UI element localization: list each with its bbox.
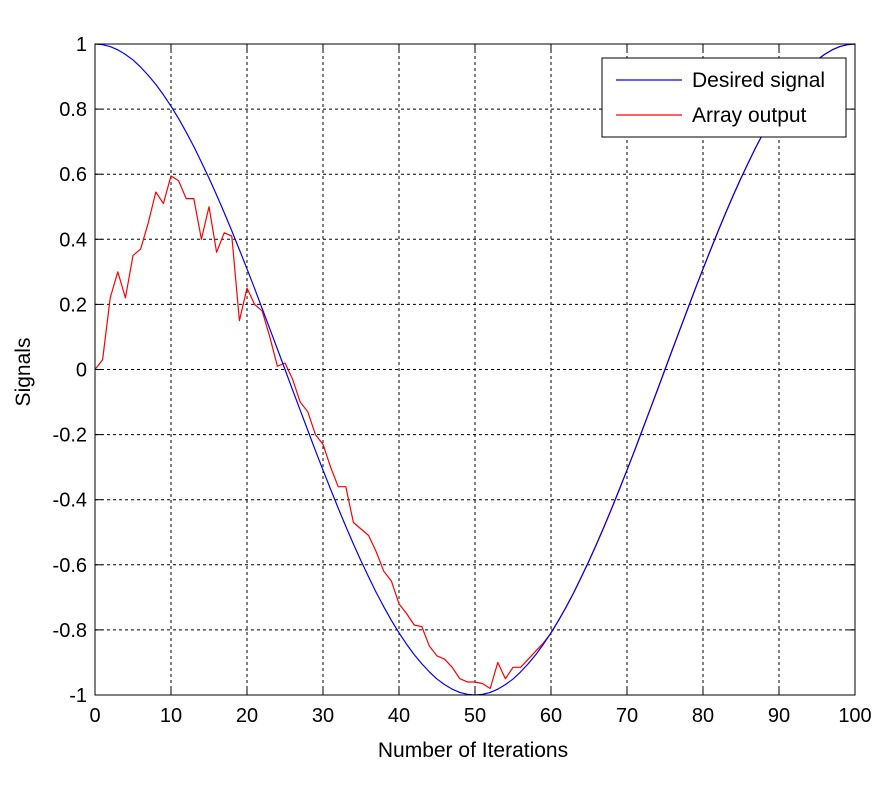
legend-label: Array output	[692, 104, 807, 127]
x-tick-label: 0	[89, 705, 100, 727]
y-tick-label: -0.8	[53, 620, 87, 642]
y-tick-label: 1	[76, 34, 87, 56]
x-tick-label: 50	[464, 705, 486, 727]
legend-label: Desired signal	[692, 69, 825, 92]
x-tick-label: 70	[616, 705, 638, 727]
y-tick-label: 0.4	[59, 229, 87, 251]
y-tick-label: -1	[69, 685, 87, 707]
x-axis-label: Number of Iterations	[378, 739, 568, 762]
axis-ticks: 0 10 20 30 40 50 60 70 80 90 100 1 0.8 0.6 0.4 0.2 0 -0.2…	[53, 34, 872, 727]
x-tick-label: 30	[312, 705, 334, 727]
y-tick-label: 0.6	[59, 164, 87, 186]
y-axis-label: Signals	[12, 338, 35, 407]
x-tick-label: 20	[236, 705, 258, 727]
legend: Desired signal Array output	[601, 57, 847, 138]
y-tick-label: 0	[76, 360, 87, 382]
y-tick-label: -0.4	[53, 490, 87, 512]
y-tick-label: 0.2	[59, 294, 87, 316]
x-tick-label: 80	[692, 705, 714, 727]
x-tick-label: 40	[388, 705, 410, 727]
legend-box	[601, 57, 847, 138]
x-tick-label: 100	[838, 705, 871, 727]
x-tick-label: 10	[160, 705, 182, 727]
x-tick-label: 90	[768, 705, 790, 727]
x-tick-label: 60	[540, 705, 562, 727]
y-tick-label: -0.6	[53, 555, 87, 577]
y-tick-label: 0.8	[59, 99, 87, 121]
y-tick-label: -0.2	[53, 425, 87, 447]
